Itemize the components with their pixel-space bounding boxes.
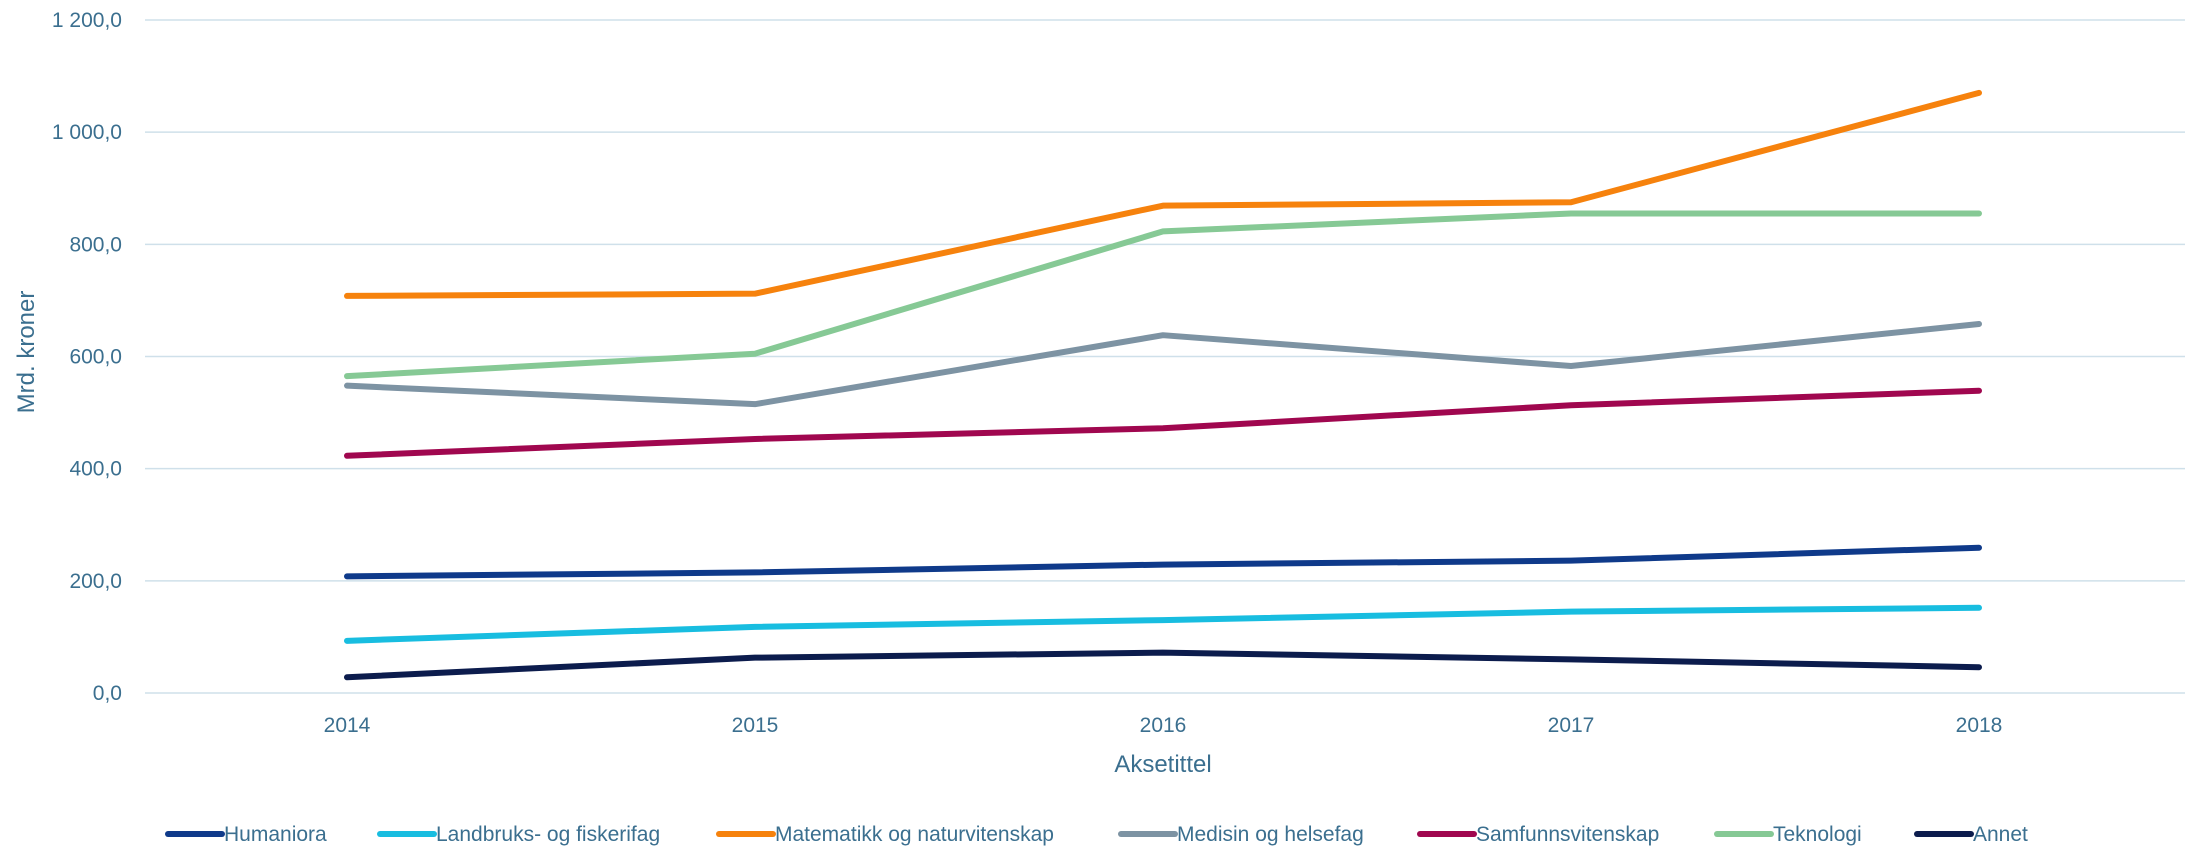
legend-label: Humaniora [224,823,327,846]
legend-label: Teknologi [1773,823,1862,846]
x-tick-label: 2017 [1548,714,1595,737]
x-tick-label: 2014 [324,714,371,737]
y-tick-label: 800,0 [69,233,122,256]
series-line-samfunnsvitenskap [344,387,1982,459]
legend-label: Landbruks- og fiskerifag [436,823,660,846]
x-tick-label: 2018 [1956,714,2003,737]
series-line-humaniora [344,544,1982,580]
y-axis-title: Mrd. kroner [13,291,40,414]
gridlines [145,19,2185,694]
x-axis-title: Aksetittel [1114,751,1211,778]
y-tick-label: 400,0 [69,458,122,481]
y-tick-label: 0,0 [93,682,122,705]
legend-label: Annet [1973,823,2028,846]
y-tick-label: 200,0 [69,570,122,593]
legend-label: Matematikk og naturvitenskap [775,823,1054,846]
series-line-matematikk-og-naturvitenskap [344,89,1982,299]
y-tick-label: 600,0 [69,346,122,369]
y-tick-label: 1 000,0 [52,121,122,144]
x-axis-ticks: 2014 2015 2016 2017 2018 [324,714,2003,737]
y-axis-ticks: 0,0 200,0 400,0 600,0 800,0 1 000,0 1 200,0 [52,9,122,705]
series-line-annet [344,649,1982,681]
x-tick-label: 2016 [1140,714,1187,737]
series-lines [344,89,1982,681]
legend-label: Medisin og helsefag [1177,823,1364,846]
x-tick-label: 2015 [732,714,779,737]
legend: Humaniora Landbruks- og fiskerifag Matemat… [165,823,2028,846]
legend-label: Samfunnsvitenskap [1476,823,1659,846]
series-line-landbruks-og-fiskerifag [344,604,1982,644]
y-tick-label: 1 200,0 [52,9,122,32]
